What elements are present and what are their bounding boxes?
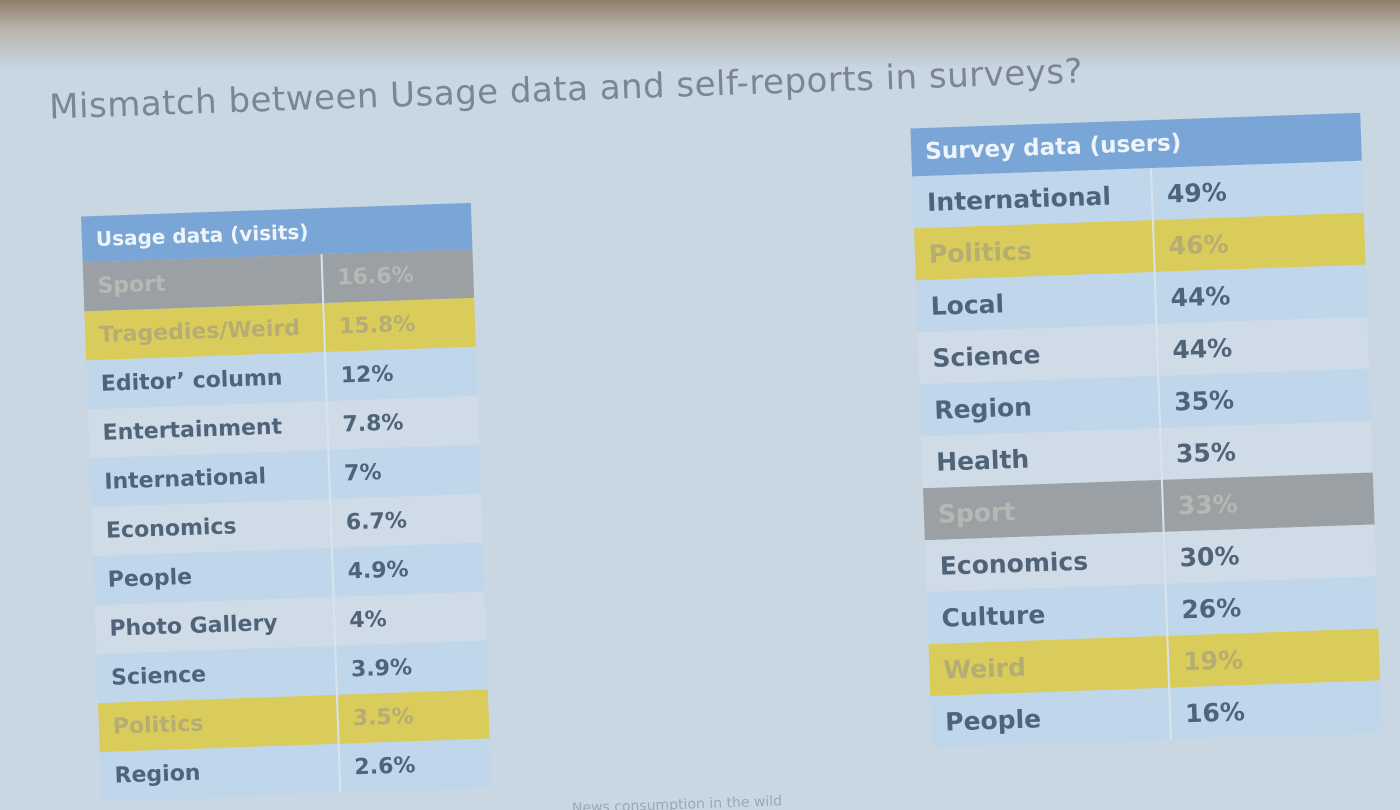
survey-category-cell: International	[912, 168, 1153, 229]
survey-category-cell: Culture	[926, 583, 1168, 645]
survey-category-cell: Health	[921, 427, 1162, 489]
usage-value-cell: 16.6%	[321, 248, 475, 304]
usage-category-cell: People	[92, 547, 334, 606]
usage-value-cell: 12%	[324, 346, 478, 402]
usage-value-cell: 7.8%	[326, 395, 480, 450]
usage-category-cell: Politics	[98, 694, 339, 753]
slide-footer-caption: News consumption in the wild	[571, 793, 783, 810]
survey-value-cell: 44%	[1154, 264, 1368, 325]
survey-category-cell: People	[930, 687, 1171, 749]
usage-value-cell: 15.8%	[323, 297, 476, 353]
survey-category-cell: Science	[917, 324, 1159, 385]
usage-table-body: Sport 16.6% Tragedies/Weird 15.8% Editor’ co…	[82, 248, 492, 802]
slide-title: Mismatch between Usage data and self-rep…	[48, 51, 1084, 128]
survey-category-cell: Weird	[928, 635, 1170, 697]
survey-category-cell: Politics	[913, 220, 1155, 281]
usage-value-cell: 4.9%	[331, 542, 485, 597]
usage-category-cell: Tragedies/Weird	[84, 303, 325, 361]
survey-value-cell: 46%	[1152, 212, 1366, 273]
usage-category-cell: Region	[99, 743, 341, 802]
usage-category-cell: Photo Gallery	[94, 596, 336, 655]
usage-value-cell: 4%	[333, 591, 487, 646]
usage-category-cell: Sport	[82, 254, 324, 312]
survey-table-body: International 49% Politics 46% Local 44% Scien…	[912, 160, 1382, 749]
survey-value-cell: 49%	[1151, 160, 1364, 221]
survey-value-cell: 44%	[1156, 316, 1370, 376]
survey-value-cell: 16%	[1169, 680, 1382, 740]
survey-value-cell: 33%	[1161, 472, 1375, 532]
survey-category-cell: Region	[919, 375, 1161, 437]
projector-top-shadow	[0, 0, 1400, 70]
usage-value-cell: 3.9%	[335, 640, 488, 695]
usage-value-cell: 3.5%	[336, 689, 490, 744]
survey-value-cell: 30%	[1163, 524, 1377, 584]
usage-category-cell: International	[89, 449, 331, 508]
survey-category-cell: Sport	[923, 479, 1164, 541]
usage-category-cell: Economics	[91, 498, 332, 557]
usage-category-cell: Entertainment	[87, 401, 329, 459]
usage-value-cell: 7%	[328, 444, 481, 499]
usage-data-table: Usage data (visits) Sport 16.6% Tragedies/…	[81, 202, 492, 802]
survey-value-cell: 35%	[1158, 368, 1371, 428]
survey-category-cell: Economics	[924, 531, 1166, 593]
survey-value-cell: 19%	[1167, 628, 1381, 688]
usage-value-cell: 6.7%	[330, 493, 483, 548]
usage-value-cell: 2.6%	[338, 738, 492, 793]
survey-value-cell: 26%	[1165, 576, 1379, 636]
survey-value-cell: 35%	[1160, 420, 1373, 480]
usage-category-cell: Science	[96, 645, 337, 704]
survey-category-cell: Local	[915, 272, 1157, 333]
usage-category-cell: Editor’ column	[86, 352, 327, 410]
survey-data-table: Survey data (users) International 49% Poli…	[910, 112, 1382, 749]
